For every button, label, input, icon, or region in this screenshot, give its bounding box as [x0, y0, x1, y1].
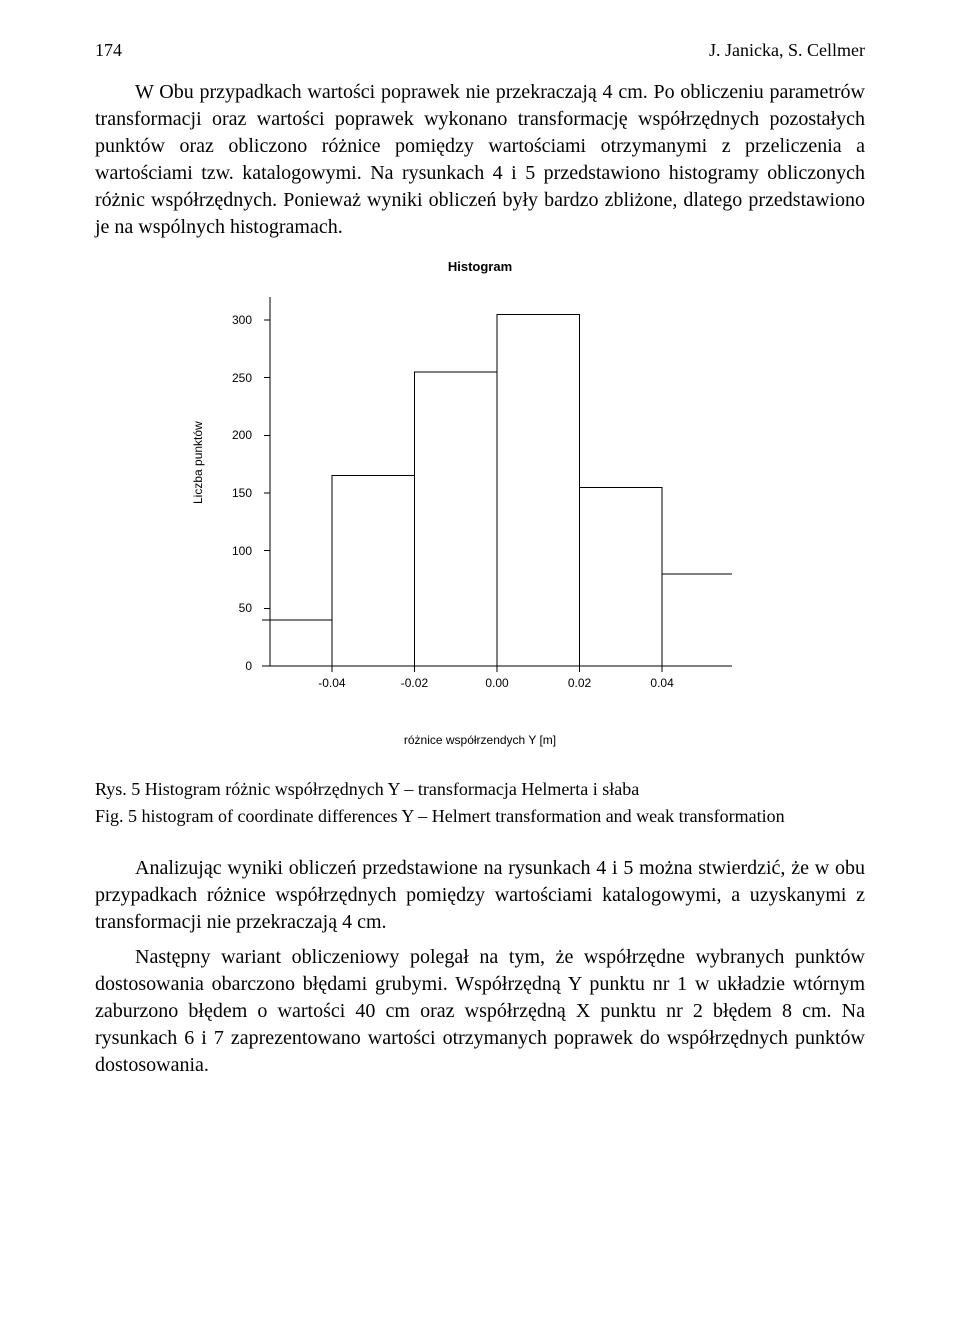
chart-title: Histogram: [200, 259, 760, 274]
y-tick: 0: [224, 659, 252, 673]
page-header: 174 J. Janicka, S. Cellmer: [95, 40, 865, 61]
y-tick: 150: [224, 486, 252, 500]
histogram-svg: [262, 289, 732, 694]
x-tick: -0.04: [307, 676, 357, 690]
page-number: 174: [95, 40, 122, 61]
paragraph-1: W Obu przypadkach wartości poprawek nie …: [95, 79, 865, 241]
paragraph-3: Następny wariant obliczeniowy polegał na…: [95, 944, 865, 1079]
x-tick: -0.02: [389, 676, 439, 690]
x-tick: 0.02: [555, 676, 605, 690]
paragraph-2: Analizując wyniki obliczeń przedstawione…: [95, 855, 865, 936]
histogram-figure: Histogram Liczba punktów 0 50 100 150 200 250…: [95, 259, 865, 749]
y-tick: 300: [224, 313, 252, 327]
plot-area: [262, 289, 732, 694]
figure-caption-block: Rys. 5 Histogram różnic współrzędnych Y …: [95, 779, 865, 827]
caption-rys: Rys. 5 Histogram różnic współrzędnych Y …: [95, 779, 865, 800]
x-axis-label: różnice współrzendych Y [m]: [200, 733, 760, 747]
y-axis-label: Liczba punktów: [191, 421, 205, 504]
histogram-container: Histogram Liczba punktów 050100150200250…: [200, 259, 760, 749]
y-tick: 250: [224, 371, 252, 385]
y-tick: 50: [224, 601, 252, 615]
x-tick: 0.04: [637, 676, 687, 690]
caption-fig: Fig. 5 histogram of coordinate differenc…: [95, 806, 865, 827]
page-authors: J. Janicka, S. Cellmer: [709, 40, 865, 61]
y-tick: 200: [224, 428, 252, 442]
x-tick: 0.00: [472, 676, 522, 690]
y-tick: 100: [224, 544, 252, 558]
